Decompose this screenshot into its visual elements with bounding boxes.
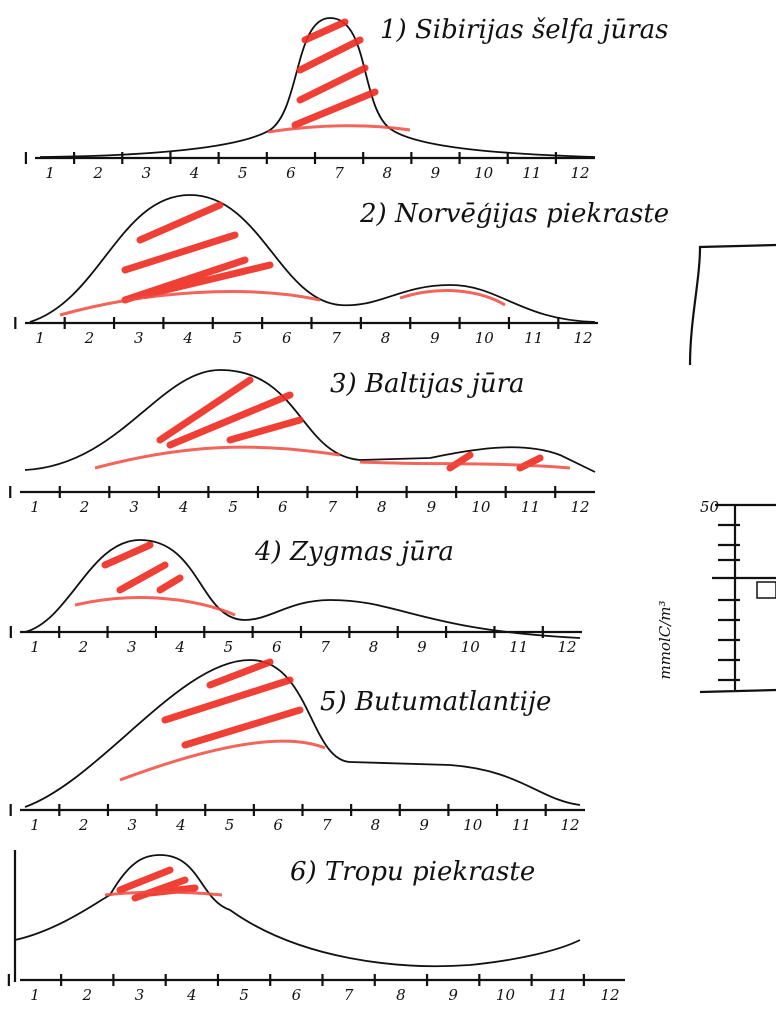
month-label: 11 <box>524 329 543 347</box>
month-label: 6 <box>286 164 296 182</box>
month-label: 6 <box>292 986 302 1004</box>
panel-title: 6) Tropu piekraste <box>290 857 535 887</box>
frame <box>688 243 776 366</box>
panel-title: 2) Norvēģijas piekraste <box>359 199 669 229</box>
month-label: 8 <box>377 498 387 516</box>
month-label: 7 <box>331 329 341 347</box>
panel-title: 3) Baltijas jūra <box>330 369 525 399</box>
month-label: 12 <box>560 816 579 834</box>
y-tick-label: 50 <box>700 498 720 516</box>
month-label: 9 <box>448 986 458 1004</box>
month-label: 3 <box>134 329 144 347</box>
month-label: 12 <box>600 986 619 1004</box>
month-label: 5 <box>238 164 248 182</box>
month-label: 7 <box>322 816 332 834</box>
month-label: 5 <box>233 329 243 347</box>
y-axis-label: mmolC/m³ <box>656 600 674 679</box>
month-label: 3 <box>127 816 137 834</box>
y-axis <box>699 503 776 694</box>
month-label: 9 <box>430 329 440 347</box>
month-label: 6 <box>282 329 292 347</box>
month-label: 10 <box>463 816 483 834</box>
month-label: 10 <box>474 164 494 182</box>
month-label: 2 <box>84 329 95 347</box>
month-label: 7 <box>320 638 330 656</box>
month-label: 2 <box>78 638 89 656</box>
month-label: 7 <box>327 498 337 516</box>
month-label: 9 <box>419 816 429 834</box>
curve <box>24 539 581 639</box>
month-label: 11 <box>512 816 531 834</box>
month-label: 3 <box>129 498 139 516</box>
month-label: 12 <box>573 329 592 347</box>
month-label: 12 <box>557 638 576 656</box>
month-label: 3 <box>142 164 152 182</box>
hatching <box>59 18 571 902</box>
month-label: 8 <box>369 638 379 656</box>
month-label: 10 <box>475 329 495 347</box>
month-label: 11 <box>521 498 540 516</box>
month-label: 2 <box>81 986 92 1004</box>
month-label: 3 <box>127 638 137 656</box>
month-label: 6 <box>278 498 288 516</box>
month-label: 1 <box>30 816 40 834</box>
month-label: 5 <box>239 986 249 1004</box>
month-label: 11 <box>509 638 528 656</box>
month-label: 2 <box>79 498 90 516</box>
month-label: 8 <box>371 816 381 834</box>
month-label: 7 <box>344 986 354 1004</box>
month-label: 4 <box>189 164 200 182</box>
month-label: 1 <box>30 638 40 656</box>
month-label: 9 <box>427 498 437 516</box>
month-label: 4 <box>174 638 185 656</box>
month-label: 8 <box>396 986 406 1004</box>
month-label: 10 <box>471 498 491 516</box>
box <box>756 581 776 599</box>
month-label: 1 <box>45 164 55 182</box>
month-label: 1 <box>35 329 45 347</box>
month-label: 5 <box>225 816 235 834</box>
month-label: 4 <box>178 498 189 516</box>
month-label: 9 <box>431 164 441 182</box>
panel-title: 4) Zygmas jūra <box>254 537 454 567</box>
month-label: 5 <box>228 498 238 516</box>
month-label: 10 <box>496 986 516 1004</box>
month-label: 4 <box>182 329 193 347</box>
month-label: 11 <box>548 986 567 1004</box>
month-label: 4 <box>186 986 197 1004</box>
month-label: 12 <box>570 498 589 516</box>
curve <box>24 369 596 473</box>
curve <box>24 659 581 808</box>
month-label: 6 <box>273 816 283 834</box>
month-label: 6 <box>272 638 282 656</box>
month-label: 12 <box>570 164 589 182</box>
panel-title: 1) Sibirijas šelfa jūras <box>380 15 668 45</box>
month-label: 1 <box>30 986 40 1004</box>
curve <box>39 17 596 158</box>
month-label: 1 <box>30 498 40 516</box>
month-label: 2 <box>78 816 89 834</box>
month-label: 5 <box>224 638 234 656</box>
month-label: 7 <box>334 164 344 182</box>
month-label: 8 <box>382 164 392 182</box>
month-label: 4 <box>175 816 186 834</box>
month-label: 2 <box>92 164 103 182</box>
month-label: 10 <box>461 638 481 656</box>
month-label: 3 <box>135 986 145 1004</box>
month-label: 8 <box>381 329 391 347</box>
month-label: 11 <box>522 164 541 182</box>
panel-title: 5) Butumatlantije <box>320 687 551 717</box>
curve <box>29 194 596 323</box>
month-label: 9 <box>417 638 427 656</box>
